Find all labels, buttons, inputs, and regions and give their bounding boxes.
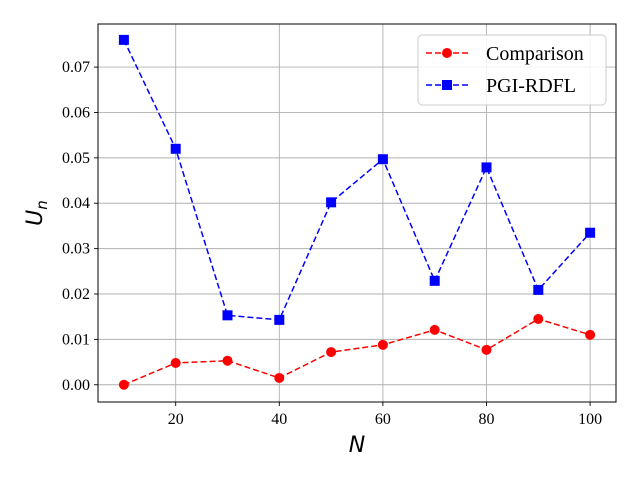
- data-point: [118, 379, 129, 390]
- y-tick-label: 0.02: [62, 286, 90, 303]
- x-tick-label: 20: [168, 411, 184, 428]
- x-tick-label: 100: [578, 411, 602, 428]
- data-point: [429, 324, 440, 335]
- y-axis-label-subscript: n: [33, 200, 51, 210]
- data-point: [585, 227, 596, 238]
- legend-label: Comparison: [486, 43, 584, 65]
- y-tick-label: 0.03: [62, 241, 90, 258]
- plot-frame: [97, 23, 617, 403]
- legend-item: Comparison: [426, 43, 584, 65]
- data-point: [222, 355, 233, 366]
- data-point: [429, 275, 440, 286]
- data-point: [274, 372, 285, 383]
- data-point: [326, 197, 337, 208]
- x-axis-label: N: [349, 433, 365, 458]
- y-axis-label-main: U: [23, 210, 48, 226]
- x-tick-label: 80: [479, 411, 495, 428]
- data-point: [481, 162, 492, 173]
- y-tick-label: 0.07: [62, 59, 90, 76]
- series-comparison: [118, 313, 596, 390]
- y-axis: 0.00 0.01 0.02 0.03 0.04 0.05 0.06 0.07: [62, 59, 98, 394]
- legend-marker: [442, 80, 452, 90]
- x-tick-label: 40: [271, 411, 287, 428]
- data-point: [377, 339, 388, 350]
- y-tick-label: 0.00: [62, 377, 90, 394]
- data-point: [118, 34, 129, 45]
- data-point: [585, 329, 596, 340]
- series-line: [123, 318, 591, 386]
- legend-item: PGI-RDFL: [426, 75, 576, 97]
- data-point: [481, 344, 492, 355]
- y-tick-label: 0.01: [62, 331, 90, 348]
- data-point: [170, 357, 181, 368]
- y-axis-label: Un: [23, 200, 51, 226]
- x-tick-label: 60: [375, 411, 391, 428]
- data-point: [533, 313, 544, 324]
- x-axis: 20 40 60 80 100: [168, 402, 602, 428]
- y-tick-label: 0.05: [62, 150, 90, 167]
- series-pgi-rdfl: [118, 34, 596, 325]
- data-point: [533, 284, 544, 295]
- legend-marker: [442, 48, 452, 58]
- data-point: [222, 310, 233, 321]
- legend: Comparison PGI-RDFL: [417, 34, 607, 106]
- series-layer: [118, 34, 596, 390]
- y-tick-label: 0.04: [62, 195, 90, 212]
- data-point: [326, 347, 337, 358]
- data-point: [377, 154, 388, 165]
- legend-label: PGI-RDFL: [486, 75, 576, 97]
- data-point: [170, 143, 181, 154]
- data-point: [274, 314, 285, 325]
- y-tick-label: 0.06: [62, 104, 90, 121]
- series-line: [123, 39, 591, 321]
